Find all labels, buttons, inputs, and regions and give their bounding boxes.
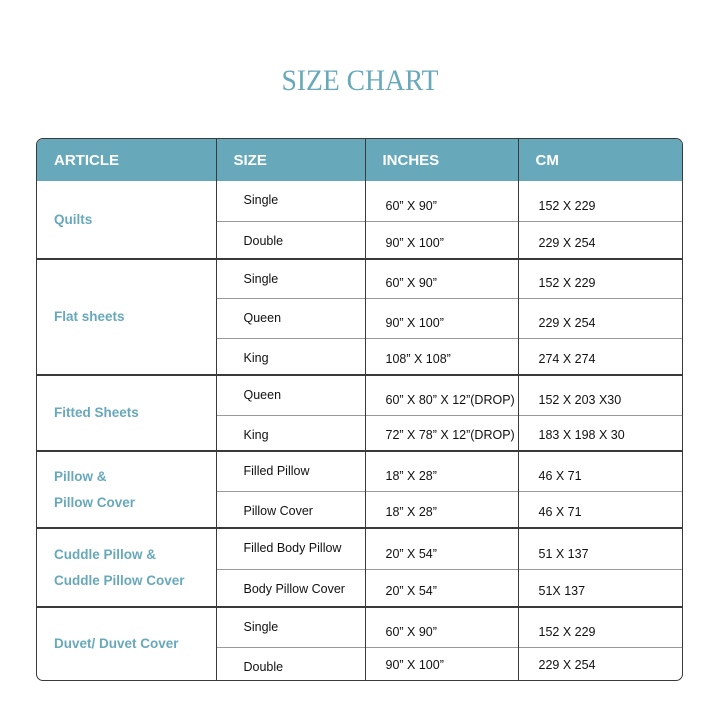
cm-cell: 152 X 229 <box>517 181 682 221</box>
inches-cell: 20” X 54” <box>364 568 518 607</box>
inches-cell: 90” X 100” <box>364 646 518 680</box>
inches-cell: 90” X 100” <box>364 297 518 338</box>
cm-cell: 46 X 71 <box>517 490 682 528</box>
inches-cell: 20” X 54” <box>364 527 518 569</box>
inches-cell: 72” X 78” X 12”(DROP) <box>364 414 518 451</box>
table-row: Cuddle Pillow & Cuddle Pillow Cover Filled… <box>37 527 682 607</box>
article-name: Fitted Sheets <box>54 405 139 420</box>
inches-cell: 60” X 80” X 12”(DROP) <box>364 374 518 415</box>
page-title: SIZE CHART <box>281 64 439 97</box>
article-cell: Duvet/ Duvet Cover <box>37 606 216 680</box>
article-cell: Flat sheets <box>37 258 216 375</box>
size-cell: Pillow Cover <box>215 490 365 528</box>
article-cell: Cuddle Pillow & Cuddle Pillow Cover <box>37 527 216 607</box>
cm-cell: 46 X 71 <box>517 450 682 491</box>
article-cell: Quilts <box>37 181 216 259</box>
size-cell: Filled Pillow <box>215 450 365 491</box>
article-name: Pillow Cover <box>54 494 136 510</box>
header-size: SIZE <box>215 139 365 181</box>
inches-cell: 60” X 90” <box>364 606 518 647</box>
header-cm: CM <box>517 139 682 181</box>
article-name: Cuddle Pillow & <box>54 546 157 562</box>
cm-cell: 229 X 254 <box>517 646 682 680</box>
cm-cell: 51X 137 <box>517 568 682 607</box>
size-cell: Double <box>215 220 365 259</box>
size-cell: Body Pillow Cover <box>215 568 365 607</box>
table-row: King 108” X 108” 274 X 274 <box>37 337 682 375</box>
table-row: Queen 90” X 100” 229 X 254 <box>37 297 682 338</box>
table-row: Body Pillow Cover 20” X 54” 51X 137 <box>37 568 682 607</box>
size-chart-table: ARTICLE SIZE INCHES CM Quilts Single 60” X… <box>36 138 683 681</box>
size-cell: Filled Body Pillow <box>215 527 365 569</box>
article-cell: Fitted Sheets <box>37 374 216 451</box>
cm-cell: 152 X 229 <box>517 606 682 647</box>
table-row: Flat sheets Single 60” X 90” 152 X 229 <box>37 258 682 375</box>
table-row: Quilts Single 60” X 90” 152 X 229 <box>37 181 682 227</box>
article-name: Duvet/ Duvet Cover <box>54 636 179 651</box>
cm-cell: 152 X 229 <box>517 258 682 298</box>
article-name: Flat sheets <box>54 309 125 324</box>
table-row: Pillow & Pillow Cover Filled Pillow 18” X 2… <box>37 450 682 528</box>
article-name: Quilts <box>54 211 93 227</box>
size-cell: King <box>215 337 365 375</box>
cm-cell: 51 X 137 <box>517 527 682 569</box>
inches-cell: 90” X 100” <box>364 220 518 259</box>
inches-cell: 18” X 28” <box>364 450 518 491</box>
table-row: Double 90” X 100” 229 X 254 <box>37 220 682 259</box>
header-row: ARTICLE SIZE INCHES CM <box>37 139 682 181</box>
size-cell: Single <box>215 258 365 298</box>
table-row: Fitted Sheets Queen 60” X 80” X 12”(DROP) 1… <box>37 374 682 451</box>
table-row: King 72” X 78” X 12”(DROP) 183 X 198 X 30 <box>37 414 682 451</box>
article-name: Pillow & <box>54 468 107 484</box>
table-row: Duvet/ Duvet Cover Single 60” X 90” 152 X 2… <box>37 606 682 680</box>
cm-cell: 152 X 203 X30 <box>517 374 682 415</box>
cm-cell: 229 X 254 <box>517 297 682 338</box>
size-cell: King <box>215 414 365 451</box>
cm-cell: 183 X 198 X 30 <box>517 414 682 451</box>
size-cell: Single <box>215 181 365 221</box>
article-cell: Pillow & Pillow Cover <box>37 450 216 528</box>
header-inches: INCHES <box>364 139 518 181</box>
size-cell: Single <box>215 606 365 647</box>
table-row: Double 90” X 100” 229 X 254 <box>37 646 682 680</box>
size-cell: Double <box>215 646 365 680</box>
inches-cell: 60” X 90” <box>364 258 518 298</box>
header-article: ARTICLE <box>37 139 216 181</box>
inches-cell: 60” X 90” <box>364 181 518 221</box>
size-cell: Queen <box>215 297 365 338</box>
inches-cell: 108” X 108” <box>364 337 518 375</box>
inches-cell: 18” X 28” <box>364 490 518 528</box>
cm-cell: 274 X 274 <box>517 337 682 375</box>
table-row: Pillow Cover 18” X 28” 46 X 71 <box>37 490 682 528</box>
cm-cell: 229 X 254 <box>517 220 682 259</box>
size-cell: Queen <box>215 374 365 415</box>
article-name: Cuddle Pillow Cover <box>54 572 185 588</box>
